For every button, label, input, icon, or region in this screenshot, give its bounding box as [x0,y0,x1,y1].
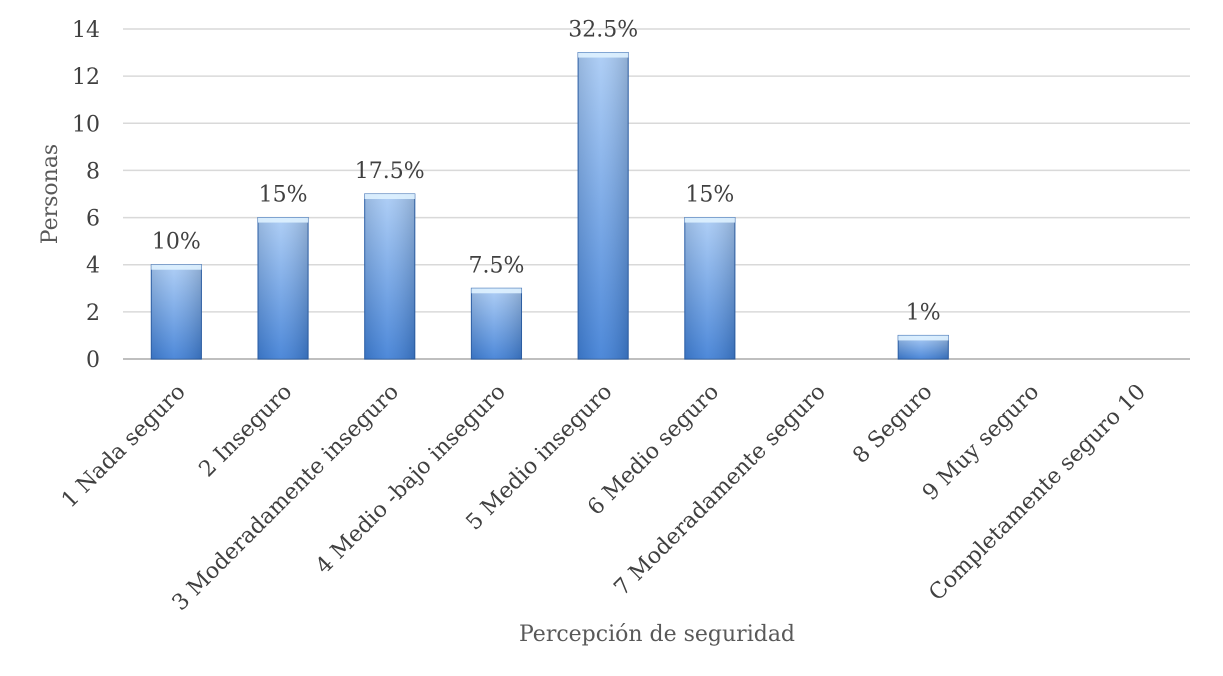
data-label: 1% [906,300,941,325]
x-tick-label: 8 Seguro [848,380,937,469]
y-tick-label: 12 [72,65,100,90]
y-tick-label: 6 [86,207,100,232]
y-tick-label: 0 [86,348,100,373]
y-tick-label: 2 [86,301,100,326]
data-label: 7.5% [468,253,524,278]
x-axis-title: Percepción de seguridad [519,622,795,647]
y-tick-label: 14 [72,18,100,43]
bar [257,217,309,360]
y-tick-label: 4 [86,254,100,279]
x-tick-label: 1 Nada seguro [57,380,191,514]
y-tick-label: 8 [86,159,100,184]
y-axis-title: Personas [38,144,63,244]
y-axis-ticks: 0 2 4 6 8 10 12 14 [72,18,100,373]
x-tick-label: 7 Moderadamente seguro [610,380,831,601]
data-label: 15% [259,183,308,208]
x-tick-label: 4 Medio -bajo inseguro [311,380,510,579]
data-label: 15% [685,183,734,208]
data-label: 17.5% [355,159,425,184]
x-tick-label: 3 Moderadamente inseguro [168,380,404,616]
y-tick-label: 10 [72,112,100,137]
bars [150,52,949,360]
bar [684,217,736,360]
data-labels: 10% 15% 17.5% 7.5% 32.5% 15% 1% [152,18,941,326]
x-tick-label: 2 Inseguro [195,380,298,483]
x-tick-label: Completamente seguro 10 [924,380,1150,606]
data-label: 10% [152,230,201,255]
bar [897,334,949,360]
bar [364,193,416,360]
bar [150,264,202,360]
data-label: 32.5% [568,18,638,43]
bar [577,52,629,360]
bar [470,287,523,360]
